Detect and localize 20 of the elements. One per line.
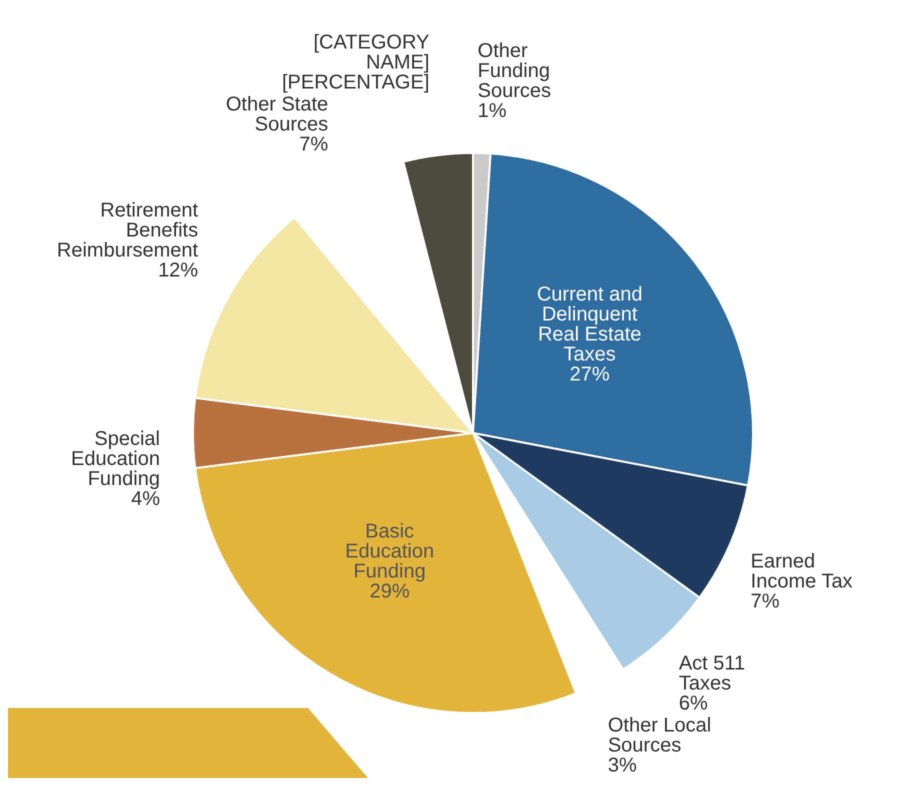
data-label: 27% (570, 364, 610, 386)
slice-label: Current and Delinquent Real Estate Taxes (536, 284, 642, 366)
slice-label: Other State Sources (226, 94, 328, 136)
slice-label: Act 511 Taxes (678, 652, 746, 695)
data-label: 7% (299, 134, 328, 156)
data-label: 3% (608, 754, 637, 777)
slice-label: [CATEGORY NAME] (313, 32, 430, 74)
data-label: [PERCENTAGE] (282, 72, 430, 94)
slice-label: Other Local Sources (608, 714, 712, 757)
slice-label: Retirement Benefits Reimbursement (56, 200, 199, 262)
slice-label: Other Funding Sources (478, 40, 552, 102)
data-label: 7% (750, 590, 780, 612)
data-label: 29% (370, 580, 410, 603)
slice-label: Special Education Funding (71, 428, 160, 490)
slice-label: Basic Education Funding (345, 520, 434, 583)
data-label: 4% (131, 488, 160, 510)
data-label: 1% (478, 100, 507, 122)
slice-label: Earned Income Tax (750, 550, 853, 592)
data-label: 6% (678, 692, 708, 715)
data-label: 12% (158, 260, 198, 282)
